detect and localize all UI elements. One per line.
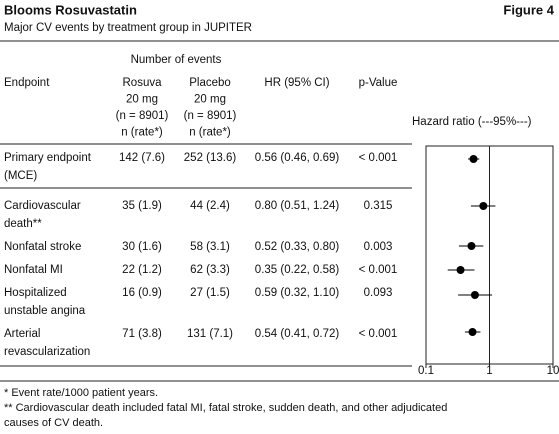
hr-point bbox=[456, 266, 465, 274]
hr-point bbox=[467, 242, 476, 250]
cell: 142 (7.6) bbox=[119, 152, 165, 164]
cell: 44 (2.4) bbox=[190, 200, 230, 212]
endpoint: death** bbox=[4, 218, 42, 230]
chart-title: Hazard ratio (---95%---) bbox=[412, 116, 532, 128]
cell: 0.315 bbox=[364, 200, 393, 212]
x-tick-label: 0.1 bbox=[418, 365, 434, 377]
column-header: 20 mg bbox=[126, 94, 158, 106]
endpoint: Nonfatal stroke bbox=[4, 241, 81, 253]
x-tick-label: 10 bbox=[547, 365, 559, 377]
cell: 0.35 (0.22, 0.58) bbox=[255, 264, 340, 276]
hr-point bbox=[469, 155, 478, 163]
endpoint: Cardiovascular bbox=[4, 200, 81, 212]
cell: 0.003 bbox=[364, 241, 393, 253]
endpoint: revascularization bbox=[4, 346, 90, 358]
endpoint: Hospitalized bbox=[4, 287, 67, 299]
column-header: Rosuva bbox=[123, 77, 163, 89]
column-header: n (rate*) bbox=[121, 127, 163, 139]
column-header: (n = 8901) bbox=[116, 110, 169, 122]
cell: 16 (0.9) bbox=[122, 287, 162, 299]
endpoint: Arterial bbox=[4, 328, 40, 340]
footnote: causes of CV death. bbox=[4, 417, 103, 429]
column-header: 20 mg bbox=[194, 94, 226, 106]
cell: 131 (7.1) bbox=[187, 328, 233, 340]
hr-point bbox=[468, 328, 477, 336]
cell: 0.093 bbox=[364, 287, 393, 299]
cell: 62 (3.3) bbox=[190, 264, 230, 276]
cell: 0.80 (0.51, 1.24) bbox=[255, 200, 340, 212]
cell: 0.56 (0.46, 0.69) bbox=[255, 152, 340, 164]
column-header: Endpoint bbox=[4, 77, 50, 89]
cell: 58 (3.1) bbox=[190, 241, 230, 253]
hr-point bbox=[479, 202, 488, 210]
cell: 27 (1.5) bbox=[190, 287, 230, 299]
endpoint: (MCE) bbox=[4, 170, 37, 182]
cell: 30 (1.6) bbox=[122, 241, 162, 253]
cell: 22 (1.2) bbox=[122, 264, 162, 276]
cell: 0.52 (0.33, 0.80) bbox=[255, 241, 340, 253]
cell: 0.59 (0.32, 1.10) bbox=[255, 287, 340, 299]
column-header: Placebo bbox=[189, 77, 231, 89]
cell: 35 (1.9) bbox=[122, 200, 162, 212]
cell: < 0.001 bbox=[359, 264, 398, 276]
cell: 252 (13.6) bbox=[184, 152, 237, 164]
endpoint: Nonfatal MI bbox=[4, 264, 63, 276]
subtitle: Major CV events by treatment group in JU… bbox=[4, 22, 252, 34]
column-header: p-Value bbox=[359, 77, 398, 89]
endpoint: Primary endpoint bbox=[4, 152, 92, 164]
footnote: ** Cardiovascular death included fatal M… bbox=[4, 402, 447, 414]
x-tick-label: 1 bbox=[486, 365, 492, 377]
cell: < 0.001 bbox=[359, 328, 398, 340]
title: Blooms Rosuvastatin bbox=[4, 2, 137, 17]
cell: < 0.001 bbox=[359, 152, 398, 164]
figure-label: Figure 4 bbox=[503, 2, 554, 17]
column-header: HR (95% CI) bbox=[264, 77, 329, 89]
hr-point bbox=[470, 291, 479, 299]
column-header: n (rate*) bbox=[189, 127, 231, 139]
cell: 71 (3.8) bbox=[122, 328, 162, 340]
endpoint: unstable angina bbox=[4, 305, 86, 317]
footnote: * Event rate/1000 patient years. bbox=[4, 387, 158, 399]
column-header: (n = 8901) bbox=[184, 110, 237, 122]
group-header: Number of events bbox=[131, 54, 222, 66]
cell: 0.54 (0.41, 0.72) bbox=[255, 328, 340, 340]
